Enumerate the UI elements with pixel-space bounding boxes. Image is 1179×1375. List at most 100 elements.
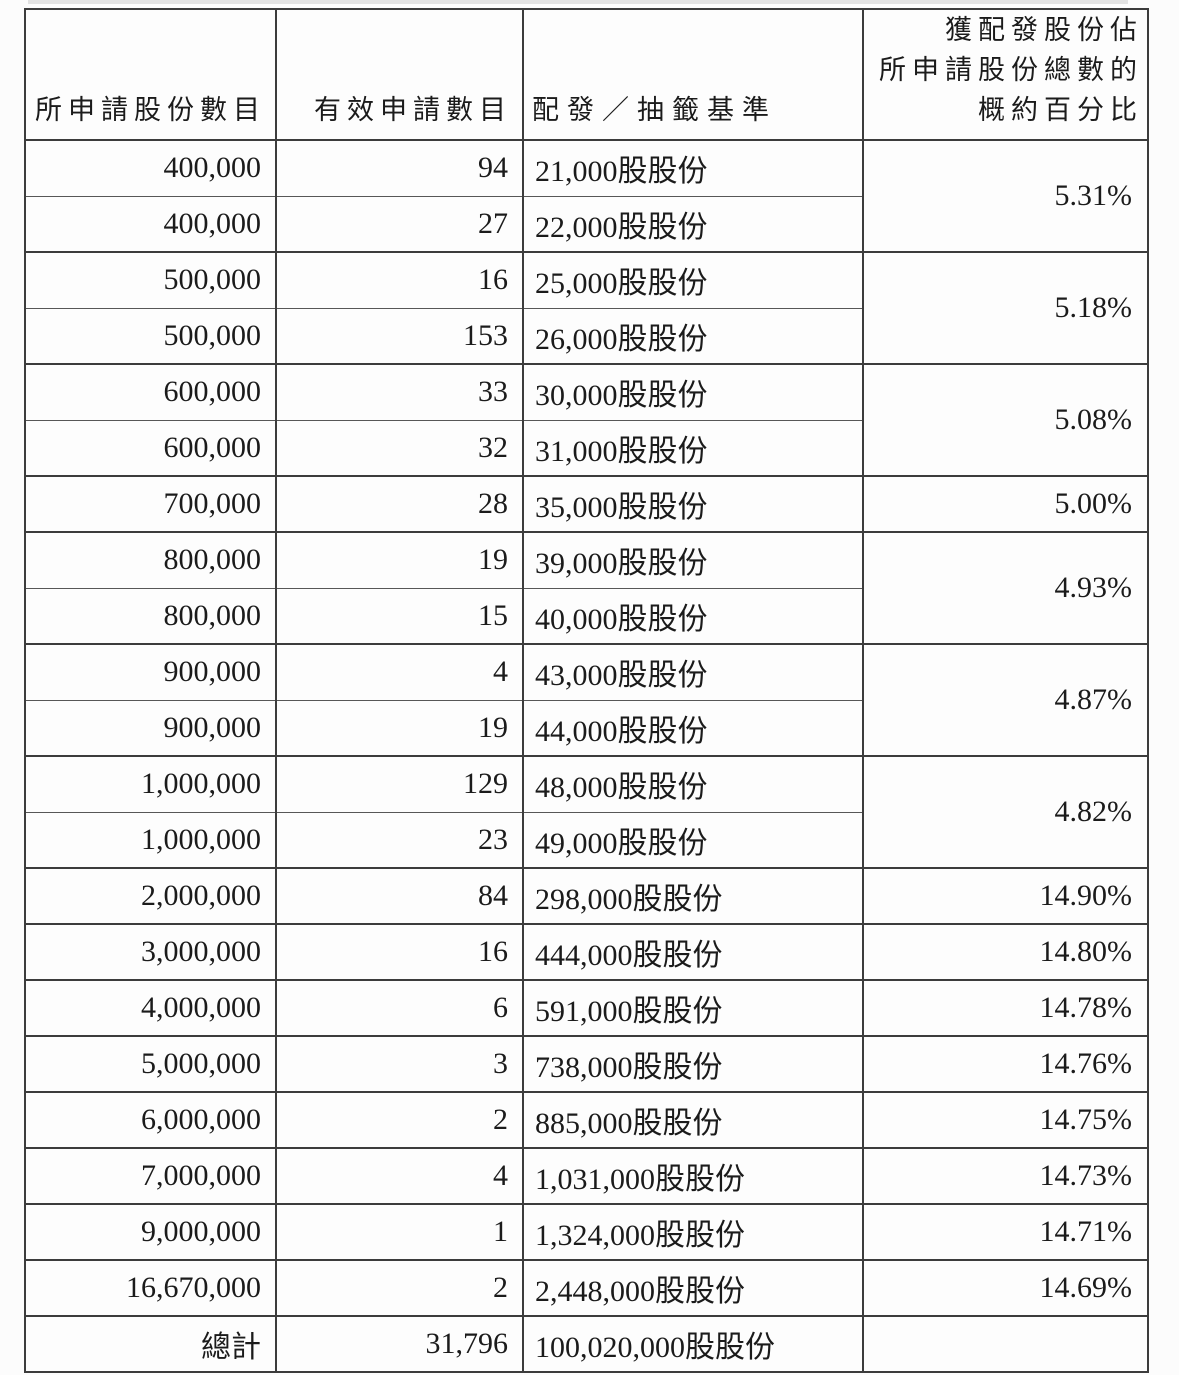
allotment-basis-cell: 48,000股股份	[522, 755, 864, 813]
applied-shares-cell: 16,670,000	[24, 1259, 277, 1317]
applied-shares-cell: 5,000,000	[24, 1035, 277, 1093]
allotment-basis-cell: 22,000股股份	[522, 195, 864, 253]
allotment-results-table: 所申請股份數目 有效申請數目 配發／抽籤基準 獲配發股份佔 所申請股份總數的 概…	[24, 8, 1149, 1373]
valid-applications-cell: 2	[275, 1259, 524, 1317]
total-valid-applications: 31,796	[275, 1315, 524, 1373]
percentage-cell: 14.80%	[862, 923, 1149, 981]
total-label: 總計	[24, 1315, 277, 1373]
table-row: 500,000 16 25,000股股份 5.18%	[24, 251, 1149, 365]
applied-shares-cell: 2,000,000	[24, 867, 277, 925]
applied-shares-cell: 500,000	[24, 251, 277, 309]
total-percentage-empty	[862, 1315, 1149, 1373]
valid-applications-cell: 32	[275, 419, 524, 477]
applied-shares-cell: 3,000,000	[24, 923, 277, 981]
percentage-cell: 14.76%	[862, 1035, 1149, 1093]
applied-shares-cell: 900,000	[24, 643, 277, 701]
allotment-basis-cell: 44,000股股份	[522, 699, 864, 757]
allotment-basis-cell: 738,000股股份	[522, 1035, 864, 1093]
allotment-basis-cell: 31,000股股份	[522, 419, 864, 477]
valid-applications-cell: 2	[275, 1091, 524, 1149]
applied-shares-cell: 1,000,000	[24, 755, 277, 813]
header-row: 所申請股份數目 有效申請數目 配發／抽籤基準 獲配發股份佔 所申請股份總數的 概…	[24, 8, 1149, 141]
table-row: 400,000 27 22,000股股份	[24, 195, 1148, 253]
allotment-basis-cell: 35,000股股份	[522, 475, 864, 533]
valid-applications-cell: 28	[275, 475, 524, 533]
allotment-basis-cell: 2,448,000股股份	[522, 1259, 864, 1317]
valid-applications-cell: 4	[275, 1147, 524, 1205]
applied-shares-cell: 9,000,000	[24, 1203, 277, 1261]
allotment-basis-cell: 298,000股股份	[522, 867, 864, 925]
applied-shares-cell: 400,000	[24, 139, 277, 197]
table-row: 9,000,000 1 1,324,000股股份 14.71%	[24, 1203, 1149, 1261]
allotment-basis-cell: 444,000股股份	[522, 923, 864, 981]
table-row: 600,000 33 30,000股股份 5.08%	[24, 363, 1149, 477]
percentage-cell: 5.00%	[862, 475, 1149, 533]
percentage-cell: 5.31%	[862, 139, 1149, 253]
allotment-basis-cell: 49,000股股份	[522, 811, 864, 869]
percentage-cell: 14.75%	[862, 1091, 1149, 1149]
allotment-basis-cell: 1,324,000股股份	[522, 1203, 864, 1261]
percentage-cell: 14.71%	[862, 1203, 1149, 1261]
valid-applications-cell: 129	[275, 755, 524, 813]
table-row: 2,000,000 84 298,000股股份 14.90%	[24, 867, 1149, 925]
header-valid-applications: 有效申請數目	[275, 8, 524, 141]
percentage-cell: 5.08%	[862, 363, 1149, 477]
applied-shares-cell: 6,000,000	[24, 1091, 277, 1149]
percentage-cell: 14.69%	[862, 1259, 1149, 1317]
allotment-basis-cell: 43,000股股份	[522, 643, 864, 701]
allotment-basis-cell: 40,000股股份	[522, 587, 864, 645]
header-applied-shares: 所申請股份數目	[24, 8, 277, 141]
valid-applications-cell: 6	[275, 979, 524, 1037]
table-row: 16,670,000 2 2,448,000股股份 14.69%	[24, 1259, 1149, 1317]
percentage-cell: 5.18%	[862, 251, 1149, 365]
applied-shares-cell: 1,000,000	[24, 811, 277, 869]
percentage-cell: 14.78%	[862, 979, 1149, 1037]
total-allotment-basis: 100,020,000股股份	[522, 1315, 864, 1373]
header-approx-percentage-line2: 所申請股份總數的	[879, 55, 1143, 85]
table-row: 1,000,000 129 48,000股股份 4.82%	[24, 755, 1149, 869]
percentage-cell: 4.87%	[862, 643, 1149, 757]
scan-artifact	[28, 0, 1128, 4]
applied-shares-cell: 500,000	[24, 307, 277, 365]
valid-applications-cell: 27	[275, 195, 524, 253]
applied-shares-cell: 4,000,000	[24, 979, 277, 1037]
table-row: 800,000 19 39,000股股份 4.93%	[24, 531, 1149, 645]
header-approx-percentage-line3: 概約百分比	[978, 95, 1143, 125]
applied-shares-cell: 800,000	[24, 587, 277, 645]
table-row: 800,000 15 40,000股股份	[24, 587, 1148, 645]
allotment-basis-cell: 30,000股股份	[522, 363, 864, 421]
table-row: 7,000,000 4 1,031,000股股份 14.73%	[24, 1147, 1149, 1205]
valid-applications-cell: 94	[275, 139, 524, 197]
header-approx-percentage: 獲配發股份佔 所申請股份總數的 概約百分比	[862, 8, 1149, 141]
valid-applications-cell: 19	[275, 531, 524, 589]
applied-shares-cell: 800,000	[24, 531, 277, 589]
table-row: 4,000,000 6 591,000股股份 14.78%	[24, 979, 1149, 1037]
allotment-basis-cell: 25,000股股份	[522, 251, 864, 309]
allotment-basis-cell: 21,000股股份	[522, 139, 864, 197]
valid-applications-cell: 23	[275, 811, 524, 869]
table-row: 6,000,000 2 885,000股股份 14.75%	[24, 1091, 1149, 1149]
percentage-cell: 14.90%	[862, 867, 1149, 925]
percentage-cell: 4.93%	[862, 531, 1149, 645]
valid-applications-cell: 33	[275, 363, 524, 421]
valid-applications-cell: 3	[275, 1035, 524, 1093]
valid-applications-cell: 153	[275, 307, 524, 365]
allotment-basis-cell: 26,000股股份	[522, 307, 864, 365]
percentage-cell: 4.82%	[862, 755, 1149, 869]
applied-shares-cell: 900,000	[24, 699, 277, 757]
table-row: 5,000,000 3 738,000股股份 14.76%	[24, 1035, 1149, 1093]
table-row: 500,000 153 26,000股股份	[24, 307, 1148, 365]
allotment-basis-cell: 39,000股股份	[522, 531, 864, 589]
allotment-basis-cell: 1,031,000股股份	[522, 1147, 864, 1205]
table-row: 1,000,000 23 49,000股股份	[24, 811, 1148, 869]
table-row: 400,000 94 21,000股股份 5.31%	[24, 139, 1149, 253]
total-row: 總計 31,796 100,020,000股股份	[24, 1315, 1149, 1373]
allotment-basis-cell: 885,000股股份	[522, 1091, 864, 1149]
valid-applications-cell: 1	[275, 1203, 524, 1261]
table-row: 700,000 28 35,000股股份 5.00%	[24, 475, 1149, 533]
applied-shares-cell: 600,000	[24, 363, 277, 421]
percentage-cell: 14.73%	[862, 1147, 1149, 1205]
applied-shares-cell: 700,000	[24, 475, 277, 533]
table-row: 3,000,000 16 444,000股股份 14.80%	[24, 923, 1149, 981]
valid-applications-cell: 19	[275, 699, 524, 757]
